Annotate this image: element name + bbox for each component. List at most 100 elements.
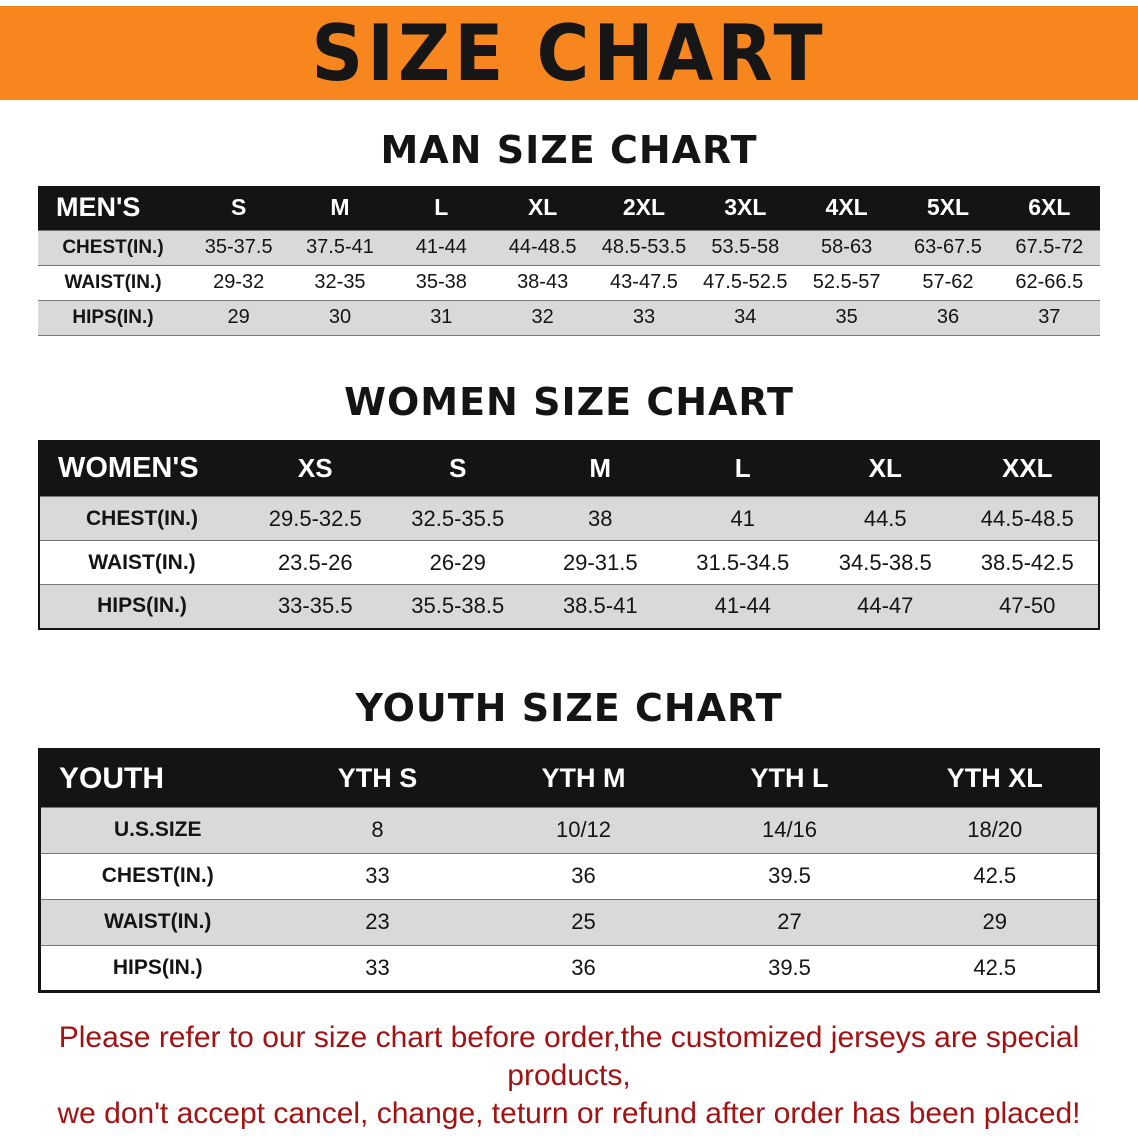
measurement-value: 38.5-41 (529, 584, 672, 629)
measurement-value: 43-47.5 (593, 264, 695, 301)
measurement-row: HIPS(IN.) 33-35.5 35.5-38.5 38.5-41 41-44 44-… (39, 584, 1099, 629)
measurement-value: 32.5-35.5 (386, 496, 529, 541)
header-row: WOMEN'S XS S M L XL XXL (39, 440, 1099, 497)
measurement-value: 23 (274, 898, 481, 946)
measurement-row: HIPS(IN.) 33 36 39.5 42.5 (39, 944, 1099, 992)
size-header-cell: XL (814, 440, 957, 497)
measurement-value: 18/20 (892, 806, 1099, 854)
measurement-value: 41-44 (390, 229, 492, 266)
page-title: SIZE CHART (311, 7, 827, 99)
measurement-value: 29-32 (188, 264, 290, 301)
measurement-value: 14/16 (686, 806, 893, 854)
measurement-value: 44.5-48.5 (956, 496, 1099, 541)
measurement-label: WAIST(IN.) (39, 540, 244, 585)
measurement-row: CHEST(IN.) 29.5-32.5 32.5-35.5 38 41 44.5 44.5… (39, 496, 1099, 541)
measurement-value: 52.5-57 (795, 264, 898, 301)
youth-size-chart-heading: YOUTH SIZE CHART (355, 685, 783, 730)
size-header-cell: XL (491, 186, 594, 230)
measurement-value: 34.5-38.5 (814, 540, 957, 585)
men-size-chart-heading: MAN SIZE CHART (380, 128, 758, 172)
measurement-value: 27 (686, 898, 893, 946)
size-header-cell: 4XL (795, 186, 898, 230)
measurement-row: WAIST(IN.) 29-32 32-35 35-38 38-43 43-47.5 47.… (38, 264, 1100, 301)
size-header-cell: XS (244, 440, 387, 497)
measurement-value: 38-43 (491, 264, 594, 301)
youth-size-table: YOUTH YTH S YTH M YTH L YTH XL U.S.SIZE 8 10/12… (38, 747, 1100, 993)
size-header-cell: YTH L (686, 749, 893, 807)
measurement-value: 31.5-34.5 (671, 540, 814, 585)
measurement-value: 35-38 (390, 264, 492, 301)
measurement-value: 29 (188, 299, 290, 336)
measurement-value: 62-66.5 (998, 264, 1100, 301)
measurement-row: CHEST(IN.) 33 36 39.5 42.5 (39, 852, 1099, 900)
measurement-value: 42.5 (892, 944, 1099, 992)
measurement-value: 38.5-42.5 (956, 540, 1099, 585)
measurement-value: 44.5 (814, 496, 957, 541)
measurement-label: CHEST(IN.) (39, 496, 244, 541)
youth-size-chart-section: YOUTH SIZE CHART YOUTH YTH S YTH M YTH L YTH… (0, 686, 1138, 993)
measurement-row: WAIST(IN.) 23.5-26 26-29 29-31.5 31.5-34.5 34… (39, 540, 1099, 585)
header-row: YOUTH YTH S YTH M YTH L YTH XL (39, 749, 1099, 807)
table-title-cell: WOMEN'S (39, 440, 244, 497)
measurement-value: 34 (694, 299, 796, 336)
measurement-value: 35-37.5 (188, 229, 290, 266)
measurement-row: CHEST(IN.) 35-37.5 37.5-41 41-44 44-48.5 48.5… (38, 229, 1100, 266)
measurement-label: HIPS(IN.) (39, 584, 244, 629)
size-header-cell: XXL (956, 440, 1099, 497)
measurement-value: 29-31.5 (529, 540, 672, 585)
measurement-value: 44-48.5 (491, 229, 594, 266)
measurement-label: HIPS(IN.) (38, 299, 188, 336)
measurement-value: 35 (795, 299, 898, 336)
measurement-row: U.S.SIZE 8 10/12 14/16 18/20 (39, 806, 1099, 854)
measurement-value: 58-63 (795, 229, 898, 266)
disclaimer-line-2: we don't accept cancel, change, teturn o… (57, 1096, 1081, 1130)
measurement-value: 37.5-41 (289, 229, 391, 266)
size-header-cell: M (529, 440, 672, 497)
women-size-chart-section: WOMEN SIZE CHART WOMEN'S XS S M L XL XXL CHEST(… (0, 380, 1138, 630)
size-header-cell: 3XL (694, 186, 796, 230)
measurement-label: HIPS(IN.) (39, 944, 275, 992)
measurement-value: 33-35.5 (244, 584, 387, 629)
measurement-value: 41 (671, 496, 814, 541)
men-size-table: MEN'S S M L XL 2XL 3XL 4XL 5XL 6XL CHEST(IN.) 35-37… (38, 186, 1100, 336)
measurement-value: 10/12 (480, 806, 687, 854)
measurement-value: 57-62 (897, 264, 999, 301)
measurement-value: 36 (480, 852, 687, 900)
size-header-cell: L (390, 186, 492, 230)
measurement-value: 47-50 (956, 584, 1099, 629)
size-header-cell: 2XL (593, 186, 695, 230)
banner: SIZE CHART (0, 6, 1138, 100)
table-title-cell: MEN'S (38, 186, 188, 230)
measurement-value: 53.5-58 (694, 229, 796, 266)
women-size-chart-heading: WOMEN SIZE CHART (344, 379, 794, 424)
measurement-value: 39.5 (686, 852, 893, 900)
women-size-table: WOMEN'S XS S M L XL XXL CHEST(IN.) 29.5-32.5 32.5… (38, 439, 1100, 630)
measurement-value: 8 (274, 806, 481, 854)
size-header-cell: M (289, 186, 391, 230)
measurement-value: 36 (897, 299, 999, 336)
size-header-cell: YTH XL (892, 749, 1099, 807)
measurement-value: 33 (274, 852, 481, 900)
measurement-value: 32-35 (289, 264, 391, 301)
measurement-row: HIPS(IN.) 29 30 31 32 33 34 35 36 37 (38, 299, 1100, 336)
measurement-value: 30 (289, 299, 391, 336)
size-header-cell: YTH S (274, 749, 481, 807)
measurement-value: 31 (390, 299, 492, 336)
measurement-label: U.S.SIZE (39, 806, 275, 854)
disclaimer-line-1: Please refer to our size chart before or… (58, 1020, 1080, 1092)
measurement-value: 29 (892, 898, 1099, 946)
size-header-cell: 6XL (998, 186, 1100, 230)
measurement-value: 25 (480, 898, 687, 946)
disclaimer: Please refer to our size chart before or… (0, 1019, 1138, 1133)
measurement-value: 39.5 (686, 944, 893, 992)
measurement-value: 63-67.5 (897, 229, 999, 266)
measurement-value: 44-47 (814, 584, 957, 629)
measurement-value: 26-29 (386, 540, 529, 585)
size-header-cell: S (188, 186, 290, 230)
measurement-value: 42.5 (892, 852, 1099, 900)
measurement-value: 41-44 (671, 584, 814, 629)
size-chart-page: SIZE CHART MAN SIZE CHART MEN'S S M L XL 2XL 3… (0, 6, 1138, 1133)
size-header-cell: S (386, 440, 529, 497)
measurement-value: 38 (529, 496, 672, 541)
size-header-cell: YTH M (480, 749, 687, 807)
